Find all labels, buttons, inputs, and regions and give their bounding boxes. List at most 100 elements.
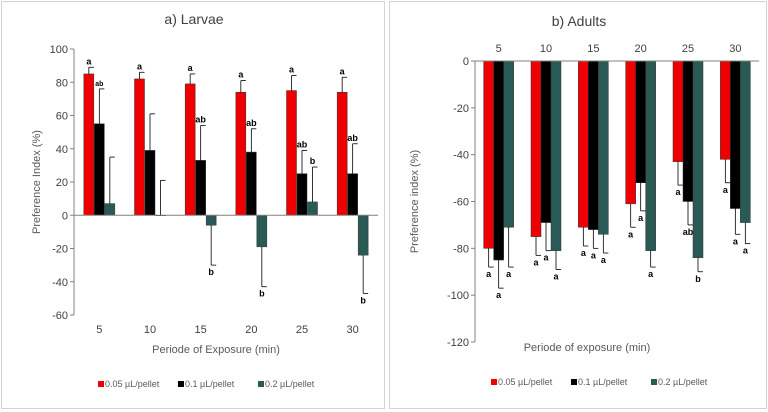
adults-significance-label: ab xyxy=(683,227,694,237)
adults-significance-label: b xyxy=(695,274,701,284)
adults-chart-panel: b) Adults -120 -100 -80 -60 -40 -20 0 a a a 5 a a a 10 a… xyxy=(389,1,767,409)
larvae-y-tick-label: -40 xyxy=(52,277,68,289)
larvae-chart: a) Larvae-60-40-20020406080100aab5a10aab… xyxy=(31,11,378,389)
adults-significance-label: a xyxy=(533,257,539,267)
adults-y-tick-label: -100 xyxy=(447,290,469,302)
adults-y-axis-label: Preference index (%) xyxy=(409,150,421,253)
adults-bar-0-2-l-pellet-25 xyxy=(692,60,704,258)
adults-bar-0-05-l-pellet-5 xyxy=(483,60,494,249)
adults-x-tick-label: 25 xyxy=(682,43,694,55)
larvae-bar-0-1-l-pellet-5 xyxy=(94,123,105,216)
larvae-legend-label: 0.1 µL/pellet xyxy=(185,379,235,389)
adults-significance-label: a xyxy=(675,187,681,197)
adults-legend-label: 0.1 µL/pellet xyxy=(578,377,628,387)
adults-significance-label: a xyxy=(733,236,739,246)
larvae-bar-0-05-l-pellet-25 xyxy=(286,90,297,216)
larvae-bar-0-05-l-pellet-20 xyxy=(235,91,247,216)
larvae-significance-label: ab xyxy=(297,139,308,149)
adults-legend-swatch-0-2-l-pellet xyxy=(651,379,657,385)
larvae-x-tick-label: 20 xyxy=(245,324,257,336)
adults-bar-0-2-l-pellet-30 xyxy=(740,60,751,223)
larvae-bar-0-1-l-pellet-10 xyxy=(144,150,156,216)
larvae-x-tick-label: 15 xyxy=(195,324,207,336)
adults-significance-label: a xyxy=(486,269,492,279)
adults-bar-0-05-l-pellet-15 xyxy=(578,60,589,228)
larvae-bar-0-2-l-pellet-15 xyxy=(205,215,217,226)
adults-bar-0-2-l-pellet-5 xyxy=(503,60,514,228)
larvae-bar-0-05-l-pellet-10 xyxy=(134,78,145,216)
adults-y-tick-label: -120 xyxy=(447,337,469,349)
adults-y-tick-label: 0 xyxy=(463,56,469,68)
larvae-y-tick-label: 100 xyxy=(50,44,68,56)
adults-significance-label: a xyxy=(496,290,502,300)
larvae-significance-label: b xyxy=(360,295,366,305)
larvae-y-axis-label: Preference Index (%) xyxy=(31,130,43,234)
adults-significance-label: a xyxy=(581,248,587,258)
larvae-legend-label: 0.05 µL/pellet xyxy=(105,379,160,389)
larvae-bar-0-2-l-pellet-20 xyxy=(256,215,268,248)
larvae-significance-label: a xyxy=(340,66,346,76)
larvae-x-axis-label: Periode of Exposure (min) xyxy=(152,344,280,356)
adults-x-tick-label: 20 xyxy=(635,43,647,55)
adults-x-tick-label: 15 xyxy=(587,43,599,55)
larvae-y-tick-label: -60 xyxy=(52,310,68,322)
larvae-bar-0-1-l-pellet-30 xyxy=(347,173,358,216)
larvae-y-tick-label: -20 xyxy=(52,244,68,256)
adults-bar-0-1-l-pellet-25 xyxy=(682,60,694,202)
larvae-y-tick-label: 80 xyxy=(56,77,68,89)
larvae-legend-swatch-0-2-l-pellet xyxy=(258,381,264,387)
adults-bar-0-2-l-pellet-10 xyxy=(550,60,562,251)
larvae-bar-0-1-l-pellet-20 xyxy=(246,151,257,216)
larvae-x-tick-label: 30 xyxy=(347,324,359,336)
larvae-significance-label: ab xyxy=(246,118,257,128)
larvae-x-tick-label: 10 xyxy=(144,324,156,336)
larvae-bar-0-05-l-pellet-30 xyxy=(336,91,348,216)
larvae-significance-label: a xyxy=(86,56,92,66)
adults-y-tick-label: -80 xyxy=(453,243,469,255)
larvae-x-tick-label: 25 xyxy=(296,324,308,336)
adults-significance-label: a xyxy=(628,229,634,239)
adults-bar-0-1-l-pellet-10 xyxy=(540,60,552,223)
larvae-significance-label: b xyxy=(310,156,316,166)
larvae-chart-title: a) Larvae xyxy=(164,11,223,27)
larvae-bar-0-2-l-pellet-30 xyxy=(357,215,369,256)
adults-bar-0-05-l-pellet-25 xyxy=(672,60,684,162)
larvae-significance-label: b xyxy=(259,289,265,299)
adults-bar-0-1-l-pellet-20 xyxy=(635,60,646,184)
adults-bar-0-05-l-pellet-10 xyxy=(530,60,542,237)
adults-bar-0-05-l-pellet-30 xyxy=(720,60,731,160)
larvae-x-tick-label: 5 xyxy=(96,324,102,336)
larvae-bar-0-1-l-pellet-25 xyxy=(296,173,308,216)
adults-bar-0-05-l-pellet-20 xyxy=(625,60,636,205)
larvae-significance-label: ab xyxy=(95,81,103,88)
larvae-y-tick-label: 0 xyxy=(62,210,68,222)
adults-significance-label: a xyxy=(638,213,644,223)
adults-legend-swatch-0-05-l-pellet xyxy=(491,379,497,385)
adults-legend-swatch-0-1-l-pellet xyxy=(571,379,577,385)
adults-significance-label: a xyxy=(648,269,654,279)
adults-y-tick-label: -40 xyxy=(453,150,469,162)
larvae-legend-swatch-0-1-l-pellet xyxy=(178,381,184,387)
adults-bar-0-1-l-pellet-15 xyxy=(588,60,599,230)
larvae-chart-panel: a) Larvae -60 -40 -20 0 20 40 60 80 100 a ab 5 a 10 a ab… xyxy=(1,1,385,409)
adults-bar-0-2-l-pellet-15 xyxy=(598,60,609,235)
adults-legend-label: 0.2 µL/pellet xyxy=(658,377,708,387)
larvae-significance-label: a xyxy=(289,65,295,75)
larvae-y-tick-label: 60 xyxy=(56,111,68,123)
adults-y-tick-label: -20 xyxy=(453,103,469,115)
adults-significance-label: a xyxy=(506,269,512,279)
larvae-bar-0-2-l-pellet-5 xyxy=(104,203,116,216)
adults-x-axis-label: Periode of exposure (min) xyxy=(524,342,651,354)
larvae-bar-0-05-l-pellet-5 xyxy=(83,73,95,216)
larvae-bar-0-05-l-pellet-15 xyxy=(184,83,196,216)
adults-significance-label: a xyxy=(543,253,549,263)
larvae-significance-label: a xyxy=(137,61,143,71)
adults-chart-title: b) Adults xyxy=(552,13,606,29)
larvae-y-tick-label: 40 xyxy=(56,144,68,156)
larvae-significance-label: ab xyxy=(347,133,358,143)
larvae-legend-label: 0.2 µL/pellet xyxy=(265,379,315,389)
larvae-significance-label: a xyxy=(238,70,244,80)
larvae-legend-swatch-0-05-l-pellet xyxy=(98,381,104,387)
larvae-bar-0-2-l-pellet-25 xyxy=(307,201,318,216)
